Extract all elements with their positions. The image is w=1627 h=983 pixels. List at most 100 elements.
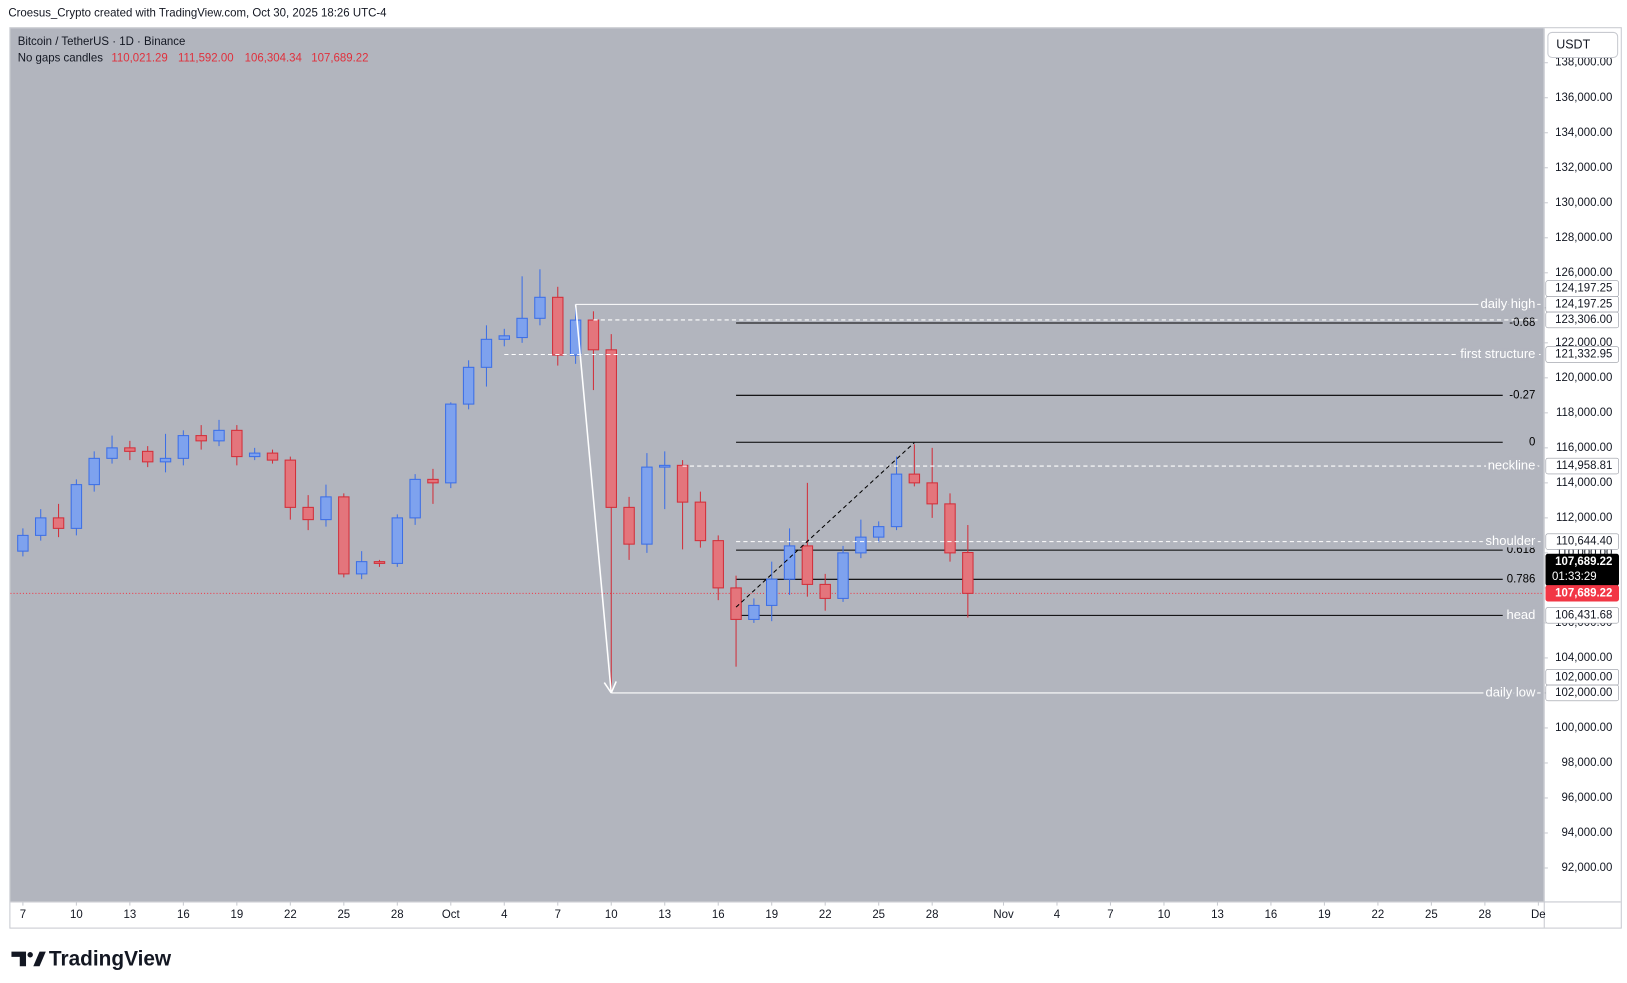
candle-body bbox=[908, 473, 921, 484]
x-tick-label: 4 bbox=[1054, 909, 1061, 921]
candle-body bbox=[88, 457, 100, 486]
x-tick-label: 25 bbox=[337, 909, 350, 921]
candle-body bbox=[712, 540, 724, 589]
attribution: Croesus_Crypto created with TradingView.… bbox=[8, 8, 387, 20]
brand-logo bbox=[11, 951, 46, 967]
price-label-box bbox=[1545, 457, 1619, 475]
x-tick-label: Nov bbox=[993, 909, 1014, 921]
x-tick-label: Oct bbox=[442, 909, 461, 921]
candle-body bbox=[552, 296, 564, 356]
x-tick-label: 22 bbox=[1372, 909, 1385, 921]
candle-body bbox=[605, 349, 617, 508]
x-tick-label: 22 bbox=[819, 909, 832, 921]
x-tick-label: 28 bbox=[391, 909, 404, 921]
x-tick-label: 25 bbox=[872, 909, 885, 921]
x-tick-label: 13 bbox=[123, 909, 136, 921]
x-tick-label: 22 bbox=[284, 909, 297, 921]
x-tick-label: 13 bbox=[1211, 909, 1224, 921]
candle-body bbox=[338, 496, 350, 575]
candle-body bbox=[962, 551, 974, 594]
annotation-label: daily high bbox=[1480, 296, 1535, 311]
annotation-label: daily low bbox=[1486, 684, 1536, 699]
annotation-label: shoulder bbox=[1486, 533, 1537, 548]
candle-body bbox=[462, 366, 475, 405]
candle-body bbox=[783, 545, 796, 580]
candle-body bbox=[124, 447, 136, 452]
candle-body bbox=[177, 435, 190, 459]
currency[interactable]: USDT bbox=[1556, 37, 1590, 51]
candle-body bbox=[34, 517, 47, 536]
candle-body bbox=[623, 506, 635, 545]
candle-body bbox=[498, 335, 511, 340]
candle-body bbox=[730, 587, 742, 620]
candle-body bbox=[373, 561, 386, 564]
candle-body bbox=[569, 319, 582, 356]
price-label-box bbox=[1545, 585, 1619, 602]
candle-body bbox=[516, 317, 528, 339]
price-label: 107,689.22 bbox=[1555, 587, 1612, 599]
candle-body bbox=[52, 517, 65, 529]
candle-body bbox=[480, 338, 493, 368]
candle-body bbox=[748, 604, 760, 620]
candle-body bbox=[694, 501, 707, 542]
annotation-label: head bbox=[1506, 607, 1535, 622]
y-tick-label: 126,000.00 bbox=[1555, 267, 1612, 279]
candle-body bbox=[819, 583, 831, 599]
x-tick-label: 28 bbox=[926, 909, 939, 921]
price-label-box bbox=[1545, 684, 1619, 702]
candle-body bbox=[284, 459, 297, 508]
x-tick-label: 19 bbox=[765, 909, 778, 921]
pane bbox=[10, 28, 1544, 902]
y-tick-label: 112,000.00 bbox=[1556, 512, 1612, 524]
price-label-box bbox=[1545, 533, 1619, 550]
candle-body bbox=[17, 534, 29, 552]
y-tick-label: 122,000.00 bbox=[1555, 337, 1612, 349]
arrow-head bbox=[610, 681, 617, 694]
candle-body bbox=[231, 429, 243, 458]
price-label: 124,197.25 bbox=[1555, 283, 1612, 295]
candle-body bbox=[445, 403, 457, 484]
x-tick-label: 16 bbox=[1265, 909, 1278, 921]
ohlc-high: 111,592.00 bbox=[178, 53, 234, 65]
trend-line bbox=[735, 442, 915, 608]
y-tick-label: 138,000.00 bbox=[1555, 57, 1612, 69]
price-label-box bbox=[1545, 311, 1619, 329]
y-tick-label: 116,000.00 bbox=[1556, 442, 1612, 454]
fib-label: 1 bbox=[1529, 609, 1535, 621]
candle-body bbox=[302, 506, 314, 521]
x-tick-label: 13 bbox=[658, 909, 671, 921]
y-tick-label: 130,000.00 bbox=[1555, 197, 1612, 209]
annotation-label: first structure bbox=[1460, 346, 1535, 361]
candle-body bbox=[872, 526, 885, 538]
y-tick-label: 94,000.00 bbox=[1562, 827, 1613, 839]
candle-body bbox=[266, 452, 279, 461]
candle-body bbox=[676, 464, 689, 503]
x-tick-label: 7 bbox=[20, 909, 26, 921]
fib-label: 0.618 bbox=[1507, 544, 1536, 556]
price-label: 114,958.81 bbox=[1556, 460, 1612, 472]
y-tick-label: 96,000.00 bbox=[1562, 792, 1613, 804]
x-tick-label: De bbox=[1531, 909, 1546, 921]
candle-body bbox=[427, 478, 439, 484]
y-tick-label: 120,000.00 bbox=[1555, 372, 1612, 384]
candle-body bbox=[837, 552, 849, 599]
price-label: 106,431.68 bbox=[1555, 609, 1612, 621]
y-tick-label: 132,000.00 bbox=[1555, 162, 1612, 174]
y-tick-label: 136,000.00 bbox=[1555, 92, 1612, 104]
candle-body bbox=[659, 464, 671, 468]
candle-body bbox=[926, 482, 938, 505]
y-tick-label: 98,000.00 bbox=[1562, 757, 1613, 769]
candle-body bbox=[391, 517, 404, 564]
y-tick-label: 118,000.00 bbox=[1556, 407, 1612, 419]
ohlc-close: 107,689.22 bbox=[311, 53, 368, 65]
candle-body bbox=[106, 447, 118, 459]
annotation-label: neckline bbox=[1488, 457, 1536, 472]
price-label-box bbox=[1545, 607, 1619, 624]
currency-button[interactable] bbox=[1547, 31, 1619, 59]
y-tick-label: 92,000.00 bbox=[1562, 862, 1613, 874]
candle-body bbox=[641, 466, 653, 545]
frame bbox=[9, 27, 1622, 929]
x-tick-label: 7 bbox=[555, 909, 561, 921]
